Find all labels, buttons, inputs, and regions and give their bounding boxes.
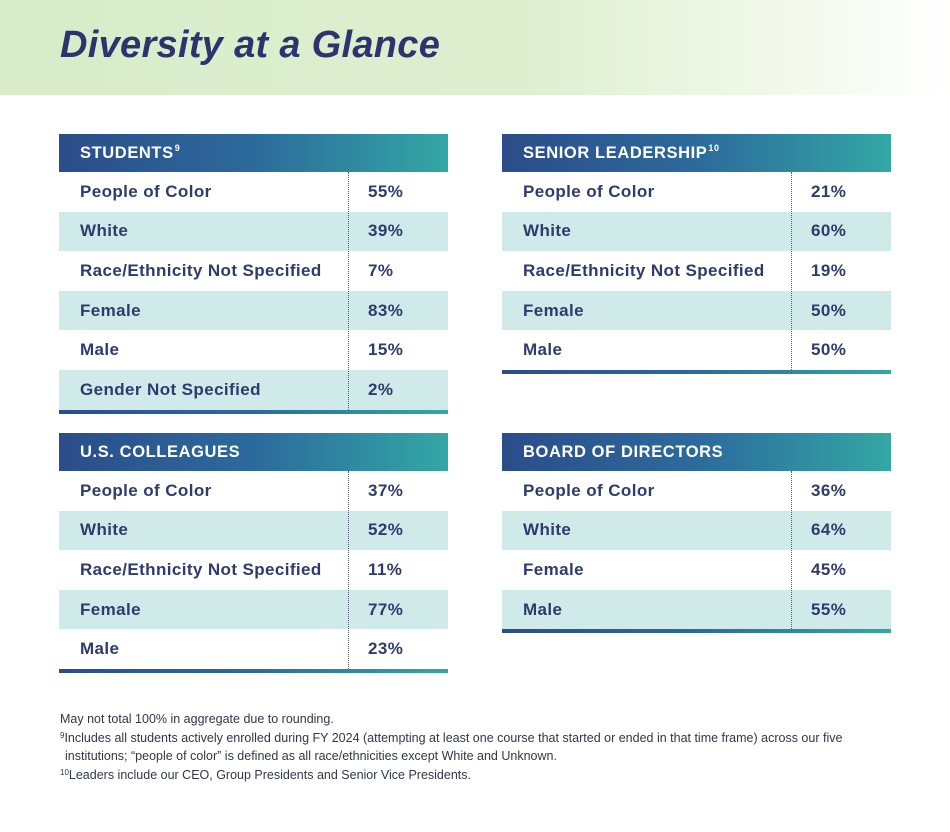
row-label: Male <box>80 340 120 360</box>
senior-leadership-table-title: SENIOR LEADERSHIP <box>523 143 708 162</box>
senior-leadership-table-header: SENIOR LEADERSHIP 10 <box>502 134 891 172</box>
row-label: Race/Ethnicity Not Specified <box>523 260 765 280</box>
board-of-directors-table: BOARD OF DIRECTORS People of Color 36% Wh… <box>502 433 891 634</box>
row-value: 45% <box>811 559 847 579</box>
row-label: People of Color <box>523 480 655 500</box>
table-row: Female 45% <box>502 550 891 590</box>
row-label: Male <box>80 639 120 659</box>
table-bottom-rule <box>59 409 448 414</box>
column-divider <box>348 172 349 410</box>
page-title: Diversity at a Glance <box>60 24 441 66</box>
footnotes: May not total 100% in aggregate due to r… <box>60 711 900 787</box>
row-value: 39% <box>368 221 404 241</box>
table-row: People of Color 36% <box>502 471 891 511</box>
row-label: Race/Ethnicity Not Specified <box>80 260 322 280</box>
row-label: Female <box>523 559 584 579</box>
table-row: Male 50% <box>502 330 891 370</box>
table-row: Male 15% <box>59 330 448 370</box>
students-table-title: STUDENTS <box>80 143 174 162</box>
table-row: Male 23% <box>59 629 448 669</box>
table-row: Race/Ethnicity Not Specified 7% <box>59 251 448 291</box>
row-value: 55% <box>811 599 847 619</box>
row-value: 7% <box>368 260 394 280</box>
row-value: 55% <box>368 181 404 201</box>
table-row: People of Color 55% <box>59 172 448 212</box>
row-label: People of Color <box>80 181 212 201</box>
table-row: Race/Ethnicity Not Specified 19% <box>502 251 891 291</box>
us-colleagues-table-header: U.S. COLLEAGUES <box>59 433 448 471</box>
table-row: White 39% <box>59 211 448 252</box>
table-row: White 52% <box>59 510 448 551</box>
us-colleagues-table: U.S. COLLEAGUES People of Color 37% White… <box>59 433 448 673</box>
table-row: Female 77% <box>59 589 448 630</box>
students-table-header: STUDENTS 9 <box>59 134 448 172</box>
row-label: Race/Ethnicity Not Specified <box>80 559 322 579</box>
us-colleagues-table-title: U.S. COLLEAGUES <box>80 442 241 461</box>
row-label: White <box>523 221 572 241</box>
row-value: 77% <box>368 599 404 619</box>
footnote-ref-9: 9 <box>174 143 181 153</box>
row-value: 52% <box>368 520 404 540</box>
row-value: 83% <box>368 300 404 320</box>
column-divider <box>791 471 792 630</box>
row-label: Female <box>523 300 584 320</box>
row-value: 15% <box>368 340 404 360</box>
senior-leadership-table: SENIOR LEADERSHIP 10 People of Color 21% W… <box>502 134 891 374</box>
row-value: 21% <box>811 181 847 201</box>
table-row: Race/Ethnicity Not Specified 11% <box>59 550 448 590</box>
table-row: Male 55% <box>502 589 891 630</box>
row-label: Gender Not Specified <box>80 379 261 399</box>
column-divider <box>348 471 349 669</box>
footnote-9: 9Includes all students actively enrolled… <box>60 730 900 765</box>
row-label: Male <box>523 599 563 619</box>
table-row: White 64% <box>502 510 891 551</box>
row-label: People of Color <box>523 181 655 201</box>
row-value: 50% <box>811 300 847 320</box>
table-bottom-rule <box>502 369 891 374</box>
row-label: White <box>80 520 129 540</box>
row-label: Female <box>80 300 141 320</box>
row-value: 36% <box>811 480 847 500</box>
row-label: Male <box>523 340 563 360</box>
column-divider <box>791 172 792 370</box>
row-value: 2% <box>368 379 394 399</box>
row-label: White <box>80 221 129 241</box>
row-label: White <box>523 520 572 540</box>
table-bottom-rule <box>502 629 891 634</box>
row-value: 64% <box>811 520 847 540</box>
row-value: 37% <box>368 480 404 500</box>
row-label: People of Color <box>80 480 212 500</box>
table-row: People of Color 37% <box>59 471 448 511</box>
footnote-ref-10: 10 <box>708 143 720 153</box>
table-row: Gender Not Specified 2% <box>59 369 448 410</box>
footnote-9-marker: 9 <box>60 731 65 740</box>
table-row: Female 50% <box>502 290 891 331</box>
footnote-9-text: Includes all students actively enrolled … <box>64 731 843 763</box>
row-value: 11% <box>368 559 403 579</box>
rounding-note: May not total 100% in aggregate due to r… <box>60 712 334 726</box>
title-banner <box>0 0 950 95</box>
board-of-directors-table-title: BOARD OF DIRECTORS <box>523 442 724 461</box>
row-label: Female <box>80 599 141 619</box>
row-value: 60% <box>811 221 847 241</box>
footnote-10-marker: 10 <box>60 768 69 777</box>
board-of-directors-table-header: BOARD OF DIRECTORS <box>502 433 891 471</box>
row-value: 19% <box>811 260 847 280</box>
table-bottom-rule <box>59 668 448 673</box>
table-row: People of Color 21% <box>502 172 891 212</box>
row-value: 50% <box>811 340 847 360</box>
footnote-10-text: Leaders include our CEO, Group President… <box>68 768 471 782</box>
students-table: STUDENTS 9 People of Color 55% White 39% Ra… <box>59 134 448 414</box>
table-row: White 60% <box>502 211 891 252</box>
row-value: 23% <box>368 639 404 659</box>
table-row: Female 83% <box>59 290 448 331</box>
footnote-10: 10Leaders include our CEO, Group Preside… <box>60 767 900 785</box>
